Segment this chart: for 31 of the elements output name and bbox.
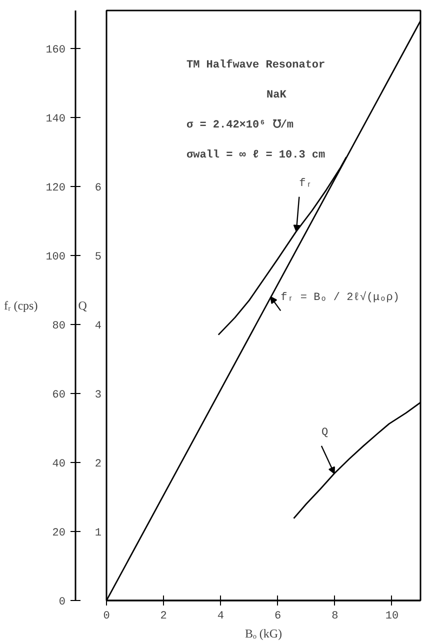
y2-tick-label: 1	[94, 527, 102, 540]
x-tick-label: 4	[217, 610, 224, 622]
x-axis-title: Bₒ (kG)	[244, 626, 282, 640]
x-tick-label: 0	[103, 610, 110, 622]
annotation: fᵣ	[299, 178, 312, 190]
y-axis-title: fᵣ (cps)	[4, 298, 38, 312]
annotation: σ = 2.42×10⁶ ℧/m	[186, 118, 294, 132]
y2-tick-label: 2	[94, 458, 102, 470]
y-tick-label: 40	[52, 458, 66, 470]
x-tick-label: 10	[385, 610, 399, 622]
y-tick-label: 60	[52, 389, 66, 402]
y-tick-label: 0	[58, 596, 66, 608]
y2-tick-label: 5	[94, 251, 102, 264]
y-tick-label: 120	[46, 182, 66, 194]
annotation: σwall = ∞ ℓ = 10.3 cm	[186, 150, 326, 162]
x-tick-label: 6	[274, 610, 282, 622]
annotation: TM Halfwave Resonator	[186, 58, 326, 72]
y2-tick-label: 4	[94, 320, 102, 332]
y-tick-label: 80	[52, 320, 66, 332]
y-tick-label: 160	[46, 44, 66, 56]
y2-tick-label: 6	[94, 182, 102, 194]
x-tick-label: 2	[160, 610, 167, 622]
y-tick-label: 100	[46, 251, 66, 264]
annotation: fᵣ = Bₒ / 2ℓ√(μₒρ)	[280, 290, 400, 304]
annotation: Q	[321, 427, 328, 440]
y-tick-label: 20	[52, 527, 66, 540]
y-tick-label: 140	[46, 113, 66, 126]
y2-tick-label: 3	[94, 389, 102, 402]
x-tick-label: 8	[332, 610, 338, 622]
y2-axis-title: Q	[78, 298, 88, 312]
annotation: NaK	[266, 90, 287, 102]
